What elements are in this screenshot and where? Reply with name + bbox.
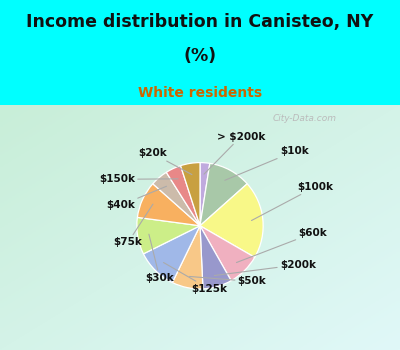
Text: $150k: $150k <box>99 174 178 184</box>
Text: Income distribution in Canisteo, NY: Income distribution in Canisteo, NY <box>26 13 374 30</box>
Wedge shape <box>144 226 200 282</box>
Text: (%): (%) <box>184 47 216 65</box>
Text: $20k: $20k <box>138 148 192 175</box>
Wedge shape <box>180 163 200 226</box>
Text: City-Data.com: City-Data.com <box>272 114 336 124</box>
Wedge shape <box>137 217 200 254</box>
Text: $100k: $100k <box>252 182 334 220</box>
Text: White residents: White residents <box>138 86 262 100</box>
Wedge shape <box>200 163 247 226</box>
Wedge shape <box>200 226 231 289</box>
Wedge shape <box>200 163 210 226</box>
Text: $200k: $200k <box>214 260 316 275</box>
Wedge shape <box>200 184 263 257</box>
Wedge shape <box>166 166 200 226</box>
Text: $60k: $60k <box>236 228 327 262</box>
Text: $125k: $125k <box>164 262 227 294</box>
Text: $75k: $75k <box>114 204 153 247</box>
Text: $10k: $10k <box>225 146 309 180</box>
Text: $30k: $30k <box>145 234 174 283</box>
Text: $50k: $50k <box>190 276 266 287</box>
Text: > $200k: > $200k <box>204 132 265 174</box>
Wedge shape <box>153 172 200 226</box>
Wedge shape <box>172 226 203 289</box>
Wedge shape <box>137 184 200 226</box>
Text: $40k: $40k <box>106 186 166 210</box>
Wedge shape <box>200 226 255 281</box>
